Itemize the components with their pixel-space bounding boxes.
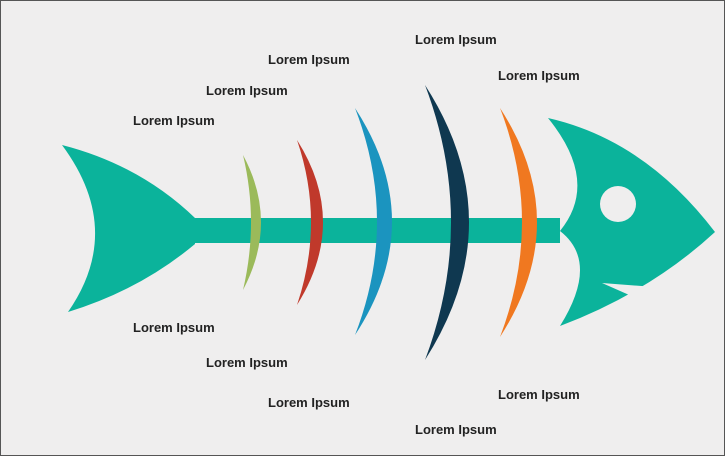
label: Lorem Ipsum (268, 52, 350, 67)
fishbone-diagram: Lorem Ipsum Lorem Ipsum Lorem Ipsum Lore… (0, 0, 725, 456)
label: Lorem Ipsum (206, 83, 288, 98)
label: Lorem Ipsum (415, 32, 497, 47)
eye (600, 186, 636, 222)
label: Lorem Ipsum (498, 68, 580, 83)
label: Lorem Ipsum (206, 355, 288, 370)
label: Lorem Ipsum (133, 113, 215, 128)
spine (190, 218, 560, 243)
label: Lorem Ipsum (133, 320, 215, 335)
label: Lorem Ipsum (268, 395, 350, 410)
label: Lorem Ipsum (415, 422, 497, 437)
label: Lorem Ipsum (498, 387, 580, 402)
